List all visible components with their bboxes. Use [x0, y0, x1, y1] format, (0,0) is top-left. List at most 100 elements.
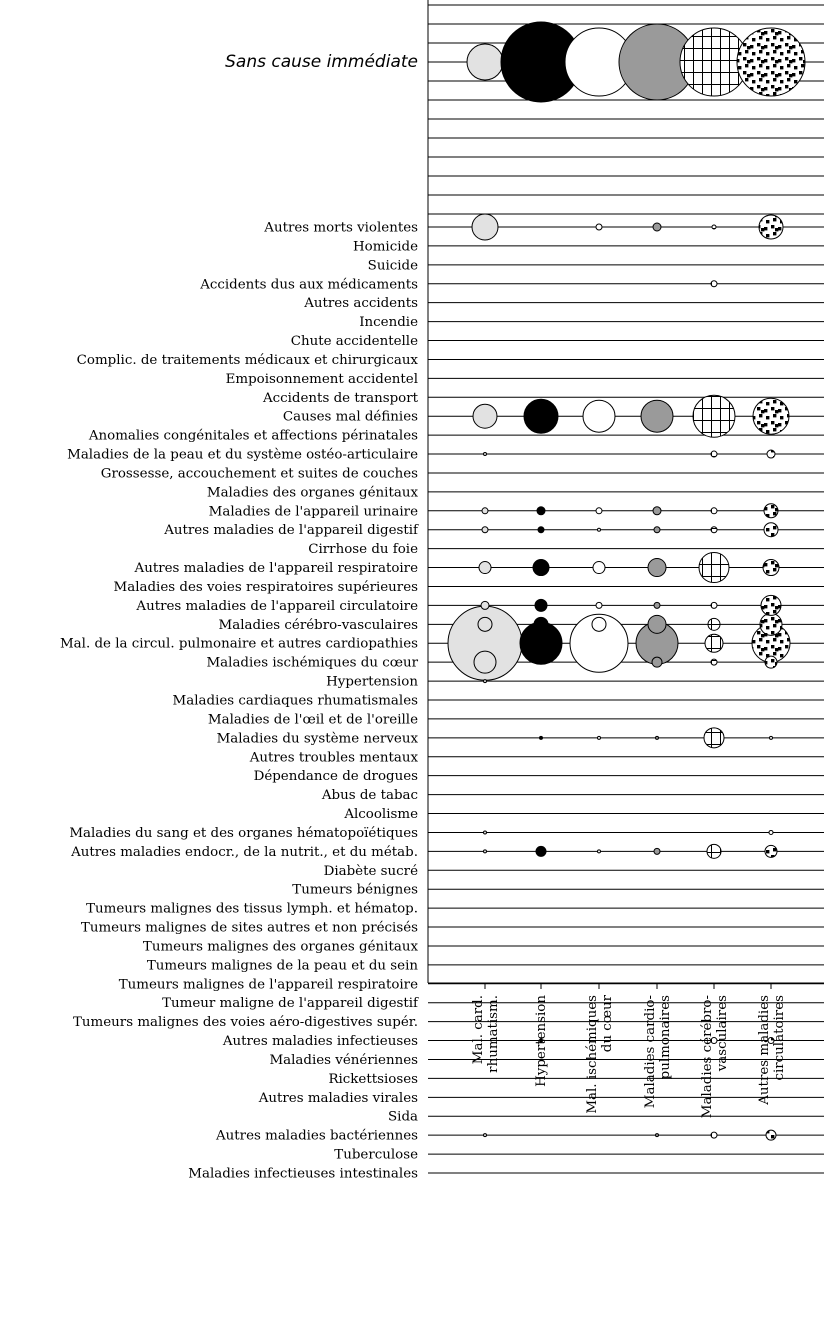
bubble — [481, 526, 489, 534]
column-label: vasculaires — [715, 995, 730, 1072]
bubble — [591, 616, 607, 632]
bubble — [710, 1037, 718, 1045]
bubble — [703, 727, 725, 749]
bubble — [652, 222, 662, 232]
bubble — [597, 849, 601, 854]
bubble — [710, 507, 718, 515]
bubble — [533, 616, 549, 632]
row-label: Hypertension — [326, 675, 418, 690]
column-label: circulatoires — [772, 995, 787, 1081]
row-label: Maladies du sang et des organes hématopo… — [69, 826, 418, 841]
row-label: Tumeurs malignes des voies aéro-digestiv… — [73, 1015, 418, 1030]
bubble — [765, 1129, 777, 1141]
bubble — [760, 594, 782, 616]
bubble — [647, 614, 667, 634]
bubble — [471, 213, 499, 241]
column-label: pulmonaires — [658, 995, 673, 1079]
row-label: Maladies de la peau et du système ostéo-… — [67, 448, 418, 463]
bubble — [640, 399, 674, 433]
bubble — [764, 844, 778, 858]
bubble — [595, 507, 603, 515]
bubble — [538, 659, 544, 665]
row-label: Maladies ischémiques du cœur — [206, 656, 418, 671]
bubble — [653, 526, 661, 534]
bubble — [595, 223, 603, 231]
row-label: Alcoolisme — [343, 807, 418, 822]
bubble — [536, 506, 546, 516]
bubble — [762, 559, 780, 577]
bubble — [763, 503, 779, 519]
column-label: Autres maladies — [757, 995, 772, 1106]
row-label: Tumeurs malignes de l'appareil respirato… — [119, 977, 418, 992]
bubble — [592, 561, 606, 575]
row-label: Incendie — [359, 315, 418, 330]
row-label: Autres accidents — [303, 296, 418, 311]
bubble — [752, 397, 790, 435]
bubble — [569, 613, 629, 673]
bubble — [483, 830, 487, 835]
column-label: Mal. ischémiques — [585, 995, 600, 1114]
row-label: Abus de tabac — [321, 788, 418, 803]
row-label: Tumeurs malignes des organes génitaux — [143, 939, 419, 954]
row-label: Tumeurs bénignes — [292, 883, 418, 898]
bubble — [537, 526, 545, 534]
bubble — [539, 1038, 543, 1043]
row-label: Maladies cérébro-vasculaires — [219, 618, 419, 633]
bubble — [707, 617, 721, 631]
bubble — [655, 735, 659, 740]
bubble — [472, 403, 498, 429]
bubble — [767, 1037, 775, 1045]
bubble — [478, 561, 492, 575]
bubble — [653, 601, 661, 609]
bubble — [483, 452, 487, 457]
bubble — [759, 612, 783, 636]
bubble — [473, 650, 497, 674]
row-label: Autres maladies infectieuses — [222, 1034, 418, 1049]
row-label: Maladies infectieuses intestinales — [188, 1167, 418, 1182]
column-label: Hypertension — [534, 995, 549, 1087]
row-label: Causes mal définies — [283, 410, 418, 425]
bubble — [523, 398, 559, 434]
column-label: Maladies cardio- — [643, 995, 658, 1108]
bubble — [711, 224, 717, 230]
row-label: Chute accidentelle — [291, 334, 418, 349]
summary-row-label: Sans cause immédiate — [225, 52, 418, 72]
summary-bubble — [466, 43, 504, 81]
bubble — [597, 735, 601, 740]
bubble — [647, 558, 667, 578]
row-label: Cirrhose du foie — [308, 542, 418, 557]
bubble — [477, 616, 493, 632]
bubble — [710, 1131, 718, 1139]
row-label: Autres maladies de l'appareil digestif — [163, 523, 419, 538]
bubble — [597, 527, 601, 532]
row-label: Sida — [388, 1110, 418, 1125]
row-label: Tumeurs malignes de la peau et du sein — [147, 958, 419, 973]
bubble — [539, 735, 543, 740]
bubble — [706, 843, 722, 859]
row-label: Anomalies congénitales et affections pér… — [88, 429, 418, 444]
row-label: Diabète sucré — [324, 864, 418, 879]
bubble — [758, 214, 784, 240]
bubble — [532, 559, 550, 577]
summary-bubble — [736, 27, 806, 97]
row-label: Rickettsioses — [328, 1072, 418, 1087]
column-label: du cœur — [600, 994, 615, 1052]
row-label: Suicide — [368, 258, 418, 273]
row-label: Autres maladies de l'appareil circulatoi… — [135, 599, 418, 614]
bubble — [763, 522, 779, 538]
row-label: Tumeurs malignes de sites autres et non … — [81, 921, 418, 936]
row-label: Maladies de l'œil et de l'oreille — [208, 712, 418, 727]
row-label: Autres maladies virales — [258, 1091, 418, 1106]
bubble — [582, 399, 616, 433]
bubble — [483, 1133, 487, 1138]
row-label: Accidents dus aux médicaments — [199, 277, 418, 292]
bubble — [768, 829, 774, 835]
column-label: rhumatism. — [486, 995, 501, 1073]
bubble — [766, 449, 776, 459]
bubble — [692, 394, 736, 438]
bubble — [651, 656, 663, 668]
bubble — [710, 601, 718, 609]
row-label: Empoisonnement accidentel — [226, 372, 418, 387]
